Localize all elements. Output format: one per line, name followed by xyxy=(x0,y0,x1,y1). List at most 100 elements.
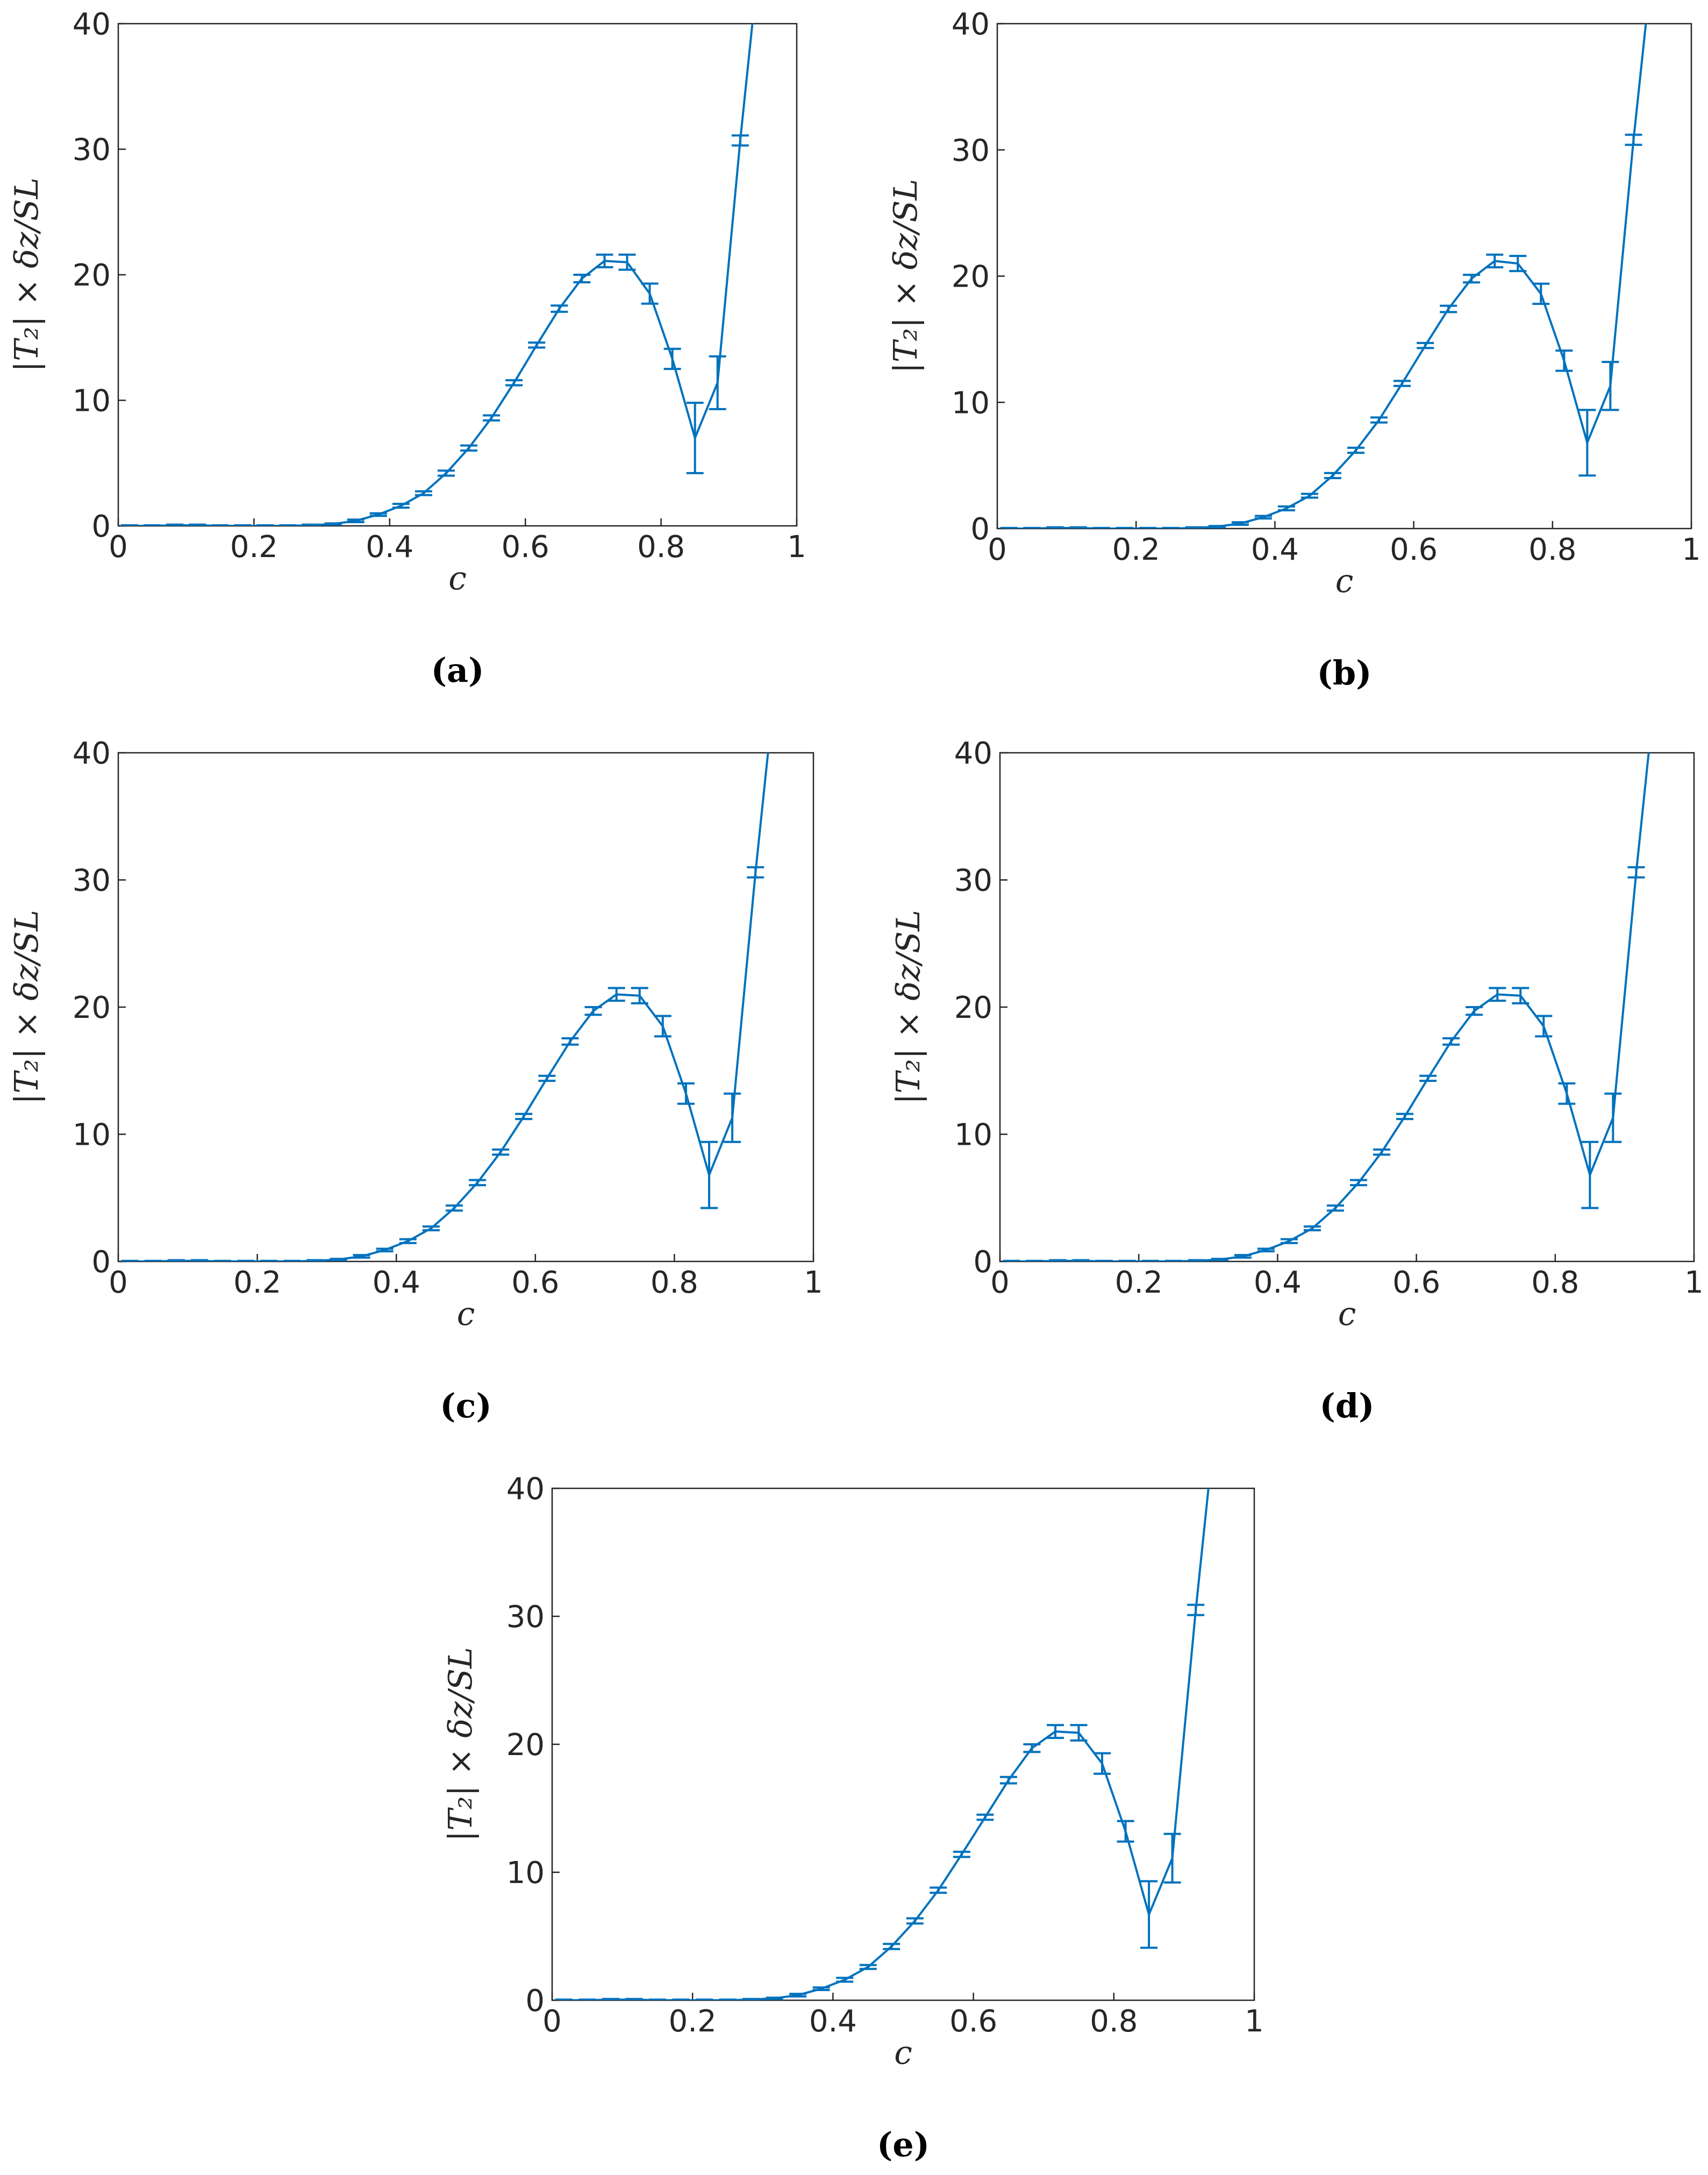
error-bar xyxy=(1139,526,1156,529)
error-bar xyxy=(505,379,523,387)
error-bar xyxy=(422,1225,440,1232)
error-bar xyxy=(770,638,787,664)
x-tick-label: 0.2 xyxy=(669,2004,717,2039)
error-bar xyxy=(1417,341,1434,350)
x-axis-label: c xyxy=(1338,1295,1356,1333)
y-tick-label: 30 xyxy=(954,864,992,898)
axes-box xyxy=(996,23,1692,530)
error-bar xyxy=(596,253,613,268)
error-bar xyxy=(1257,1247,1275,1253)
error-bar xyxy=(1532,282,1550,305)
x-axis-label: c xyxy=(894,2034,912,2072)
error-bar xyxy=(144,524,161,526)
y-axis-label: |T₂| × δz/SL xyxy=(442,1647,480,1842)
error-bar xyxy=(631,987,648,1004)
y-tick-label: 20 xyxy=(506,1728,545,1763)
y-tick-label: 0 xyxy=(91,1245,111,1280)
error-bar xyxy=(836,1977,854,1983)
error-bar xyxy=(1627,866,1645,879)
error-bar xyxy=(747,866,764,879)
y-tick-label: 40 xyxy=(954,736,992,771)
error-bar xyxy=(302,523,319,526)
x-tick-label: 1 xyxy=(787,530,806,565)
y-tick-label: 0 xyxy=(525,1984,545,2019)
error-bar xyxy=(859,1964,877,1970)
y-tick-label: 40 xyxy=(952,7,990,42)
y-tick-label: 10 xyxy=(506,1856,545,1891)
error-bar xyxy=(1164,1259,1182,1261)
error-bar xyxy=(1303,1225,1321,1232)
error-bar xyxy=(1231,521,1249,526)
error-bar xyxy=(1187,1603,1205,1616)
x-tick-label: 0.8 xyxy=(1090,2004,1138,2039)
error-bar xyxy=(976,1813,994,1821)
x-tick-label: 0.6 xyxy=(1390,532,1438,567)
x-axis-label: c xyxy=(1335,562,1354,600)
error-bar xyxy=(1419,1074,1437,1082)
error-bar xyxy=(561,1037,579,1046)
error-bar xyxy=(1326,1204,1344,1212)
error-bar xyxy=(392,503,410,509)
y-axis-label: |T₂| × δz/SL xyxy=(8,910,46,1104)
x-tick-label: 0 xyxy=(542,2004,562,2039)
error-bar xyxy=(1163,1832,1181,1884)
error-bar xyxy=(677,1082,695,1105)
error-bar xyxy=(1254,515,1272,520)
x-tick-label: 0.6 xyxy=(1392,1265,1440,1300)
plot-area xyxy=(555,1488,1210,2000)
panel-label: (b) xyxy=(1317,653,1371,693)
y-tick-label: 10 xyxy=(952,386,990,420)
error-bar xyxy=(460,444,478,452)
y-axis-label: |T₂| × δz/SL xyxy=(8,177,46,372)
error-bar xyxy=(483,414,501,422)
x-axis-label: c xyxy=(457,1295,475,1333)
error-bar xyxy=(618,253,636,271)
error-bar xyxy=(672,1998,690,2000)
error-bar xyxy=(1093,1752,1111,1775)
error-bar xyxy=(1069,526,1087,529)
error-bar xyxy=(1072,1259,1090,1261)
panel-label: (e) xyxy=(877,2125,930,2164)
error-bar xyxy=(1000,526,1018,529)
y-tick-label: 10 xyxy=(73,1118,111,1153)
error-bar xyxy=(211,524,229,526)
error-bar xyxy=(953,1850,970,1858)
error-bar xyxy=(930,1886,947,1894)
x-tick-label: 0 xyxy=(990,1265,1010,1300)
error-bar xyxy=(1604,1092,1622,1143)
error-bar xyxy=(1535,1015,1553,1038)
error-bar xyxy=(766,1996,783,2000)
error-bar xyxy=(1211,1258,1228,1261)
error-bar xyxy=(1489,987,1506,1002)
y-tick-label: 10 xyxy=(73,384,111,419)
y-tick-label: 30 xyxy=(73,864,111,898)
error-bar xyxy=(1095,1259,1113,1261)
error-bar xyxy=(1185,526,1203,529)
error-bar xyxy=(578,1998,596,2000)
error-bar xyxy=(528,341,546,349)
error-bar xyxy=(1047,1724,1064,1739)
x-tick-label: 0.8 xyxy=(637,530,685,565)
x-tick-label: 0.6 xyxy=(502,530,549,565)
error-bar xyxy=(625,1998,643,2000)
axes-box xyxy=(551,1487,1255,2001)
y-tick-label: 30 xyxy=(506,1600,545,1635)
error-bar xyxy=(686,402,704,474)
error-bar xyxy=(306,1259,324,1261)
x-tick-label: 0.2 xyxy=(1112,532,1160,567)
error-bar xyxy=(1140,1880,1158,1949)
error-bar xyxy=(1602,361,1619,411)
y-tick-label: 20 xyxy=(952,260,990,295)
x-tick-label: 0.4 xyxy=(809,2004,857,2039)
error-bar xyxy=(1280,1238,1298,1244)
error-bar xyxy=(256,524,274,526)
error-bar xyxy=(1046,526,1064,529)
error-bar xyxy=(584,1006,602,1016)
error-bar xyxy=(1558,1082,1576,1105)
error-bar xyxy=(121,524,139,526)
error-bar xyxy=(279,524,297,526)
error-bar xyxy=(1578,409,1596,477)
error-bar xyxy=(1370,416,1388,424)
x-tick-label: 0.8 xyxy=(1531,1265,1579,1300)
x-axis-label: c xyxy=(448,560,467,597)
